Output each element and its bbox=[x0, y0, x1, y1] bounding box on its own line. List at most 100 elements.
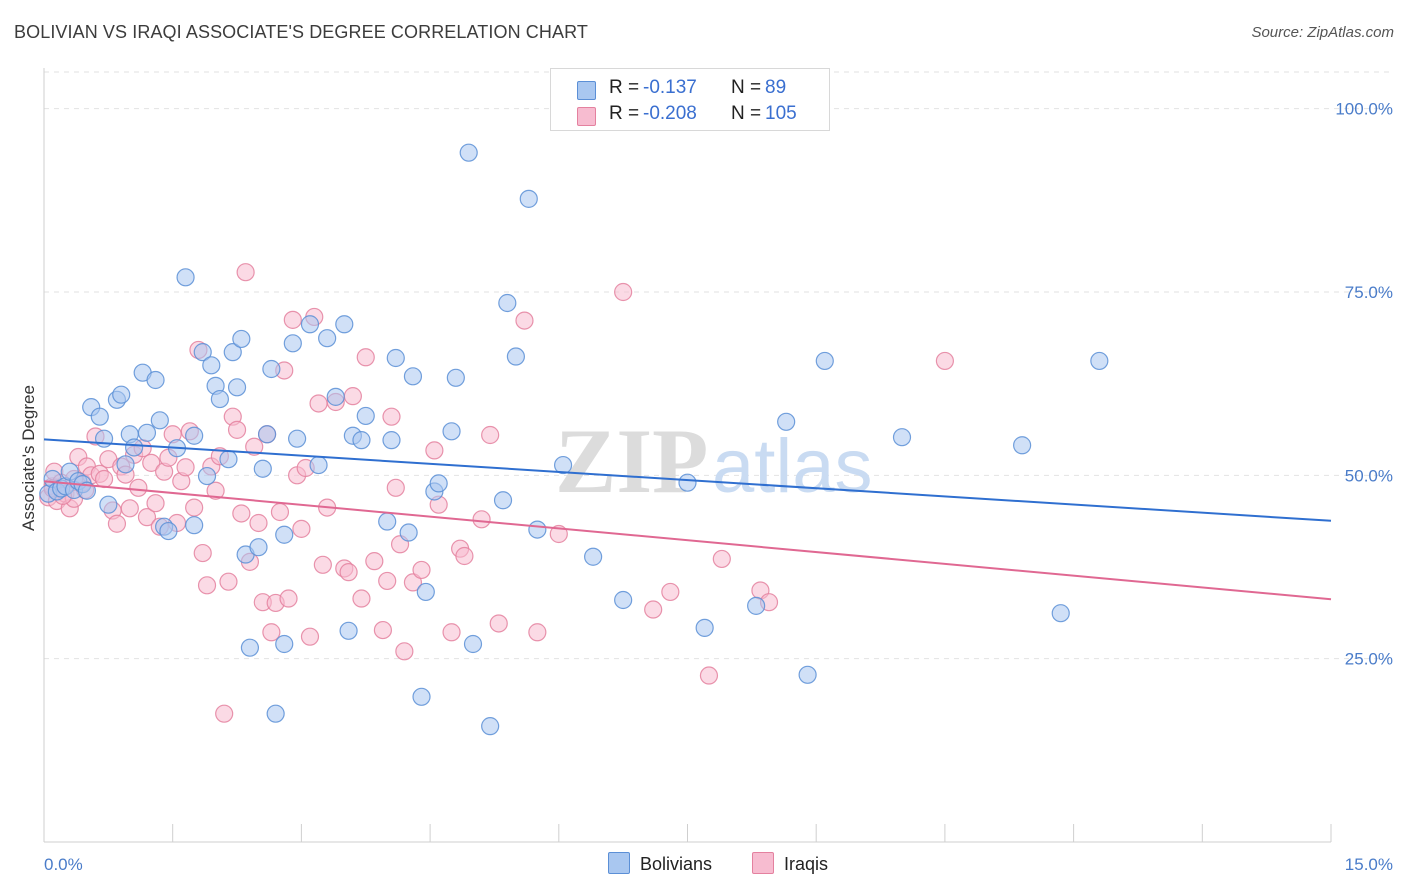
data-point-bolivian bbox=[283, 334, 302, 353]
data-point-iraqi bbox=[481, 425, 500, 445]
data-point-iraqi bbox=[528, 623, 547, 642]
data-point-iraqi bbox=[455, 546, 474, 566]
data-point-iraqi bbox=[412, 560, 431, 580]
data-point-bolivian bbox=[232, 329, 251, 349]
y-tick-label: 75.0% bbox=[1345, 283, 1393, 302]
data-point-iraqi bbox=[425, 441, 444, 460]
x-tick-label: 15.0% bbox=[1345, 855, 1393, 874]
legend-n-value: 105 bbox=[765, 103, 797, 124]
data-point-iraqi bbox=[206, 481, 225, 500]
data-point-iraqi bbox=[129, 478, 148, 497]
legend-swatch-iraqis bbox=[577, 107, 596, 126]
data-point-iraqi bbox=[94, 469, 114, 489]
source-credit: Source: ZipAtlas.com bbox=[1251, 24, 1394, 41]
data-point-iraqi bbox=[197, 576, 217, 595]
data-point-bolivian bbox=[403, 367, 423, 386]
data-point-iraqi bbox=[137, 508, 157, 527]
y-tick-labels: 25.0% 50.0% 75.0% 100.0% bbox=[1335, 100, 1393, 669]
correlation-legend: R = -0.137 N = 89 R = -0.208 N = 105 bbox=[550, 68, 830, 131]
legend-n-label: N = bbox=[731, 77, 762, 98]
data-point-iraqi bbox=[283, 310, 302, 329]
data-point-bolivian bbox=[339, 621, 358, 640]
y-tick-label: 100.0% bbox=[1335, 100, 1393, 119]
data-point-bolivian bbox=[150, 411, 169, 430]
data-point-bolivian bbox=[678, 473, 697, 492]
data-point-bolivian bbox=[223, 343, 242, 362]
axes bbox=[43, 68, 1332, 843]
data-point-iraqi bbox=[236, 263, 255, 282]
x-tick-label: 0.0% bbox=[44, 855, 83, 874]
data-point-bolivian bbox=[528, 520, 547, 539]
legend-swatch-bolivians bbox=[577, 81, 596, 100]
y-tick-label: 50.0% bbox=[1345, 466, 1393, 485]
data-point-iraqi bbox=[614, 282, 633, 302]
bottom-legend-swatch-iraqis bbox=[752, 852, 774, 874]
data-point-iraqi bbox=[712, 549, 731, 569]
data-point-bolivian bbox=[202, 356, 221, 375]
data-point-bolivian bbox=[193, 343, 212, 362]
data-point-bolivian bbox=[506, 347, 526, 366]
data-point-iraqi bbox=[245, 437, 264, 456]
data-point-bolivian bbox=[614, 590, 633, 610]
bottom-legend-swatch-bolivians bbox=[608, 852, 630, 874]
bottom-legend-bolivians[interactable]: Bolivians bbox=[608, 852, 712, 875]
data-point-bolivian bbox=[326, 387, 345, 406]
data-point-bolivian bbox=[463, 634, 483, 654]
data-point-bolivian bbox=[116, 455, 135, 474]
data-point-iraqi bbox=[661, 582, 680, 602]
data-point-bolivian bbox=[747, 596, 766, 615]
data-point-iraqi bbox=[107, 514, 127, 533]
data-point-bolivian bbox=[356, 406, 375, 426]
data-point-bolivian bbox=[318, 329, 337, 348]
data-point-bolivian bbox=[382, 431, 401, 450]
data-point-bolivian bbox=[892, 428, 912, 447]
data-point-bolivian bbox=[429, 474, 448, 493]
data-point-bolivian bbox=[185, 426, 204, 445]
data-point-iraqi bbox=[343, 387, 362, 406]
data-point-iraqi bbox=[300, 627, 320, 646]
data-point-bolivian bbox=[90, 407, 109, 426]
data-point-iraqi bbox=[442, 623, 461, 642]
data-point-bolivian bbox=[137, 423, 157, 442]
watermark: ZIP atlas bbox=[555, 410, 873, 512]
data-point-iraqi bbox=[352, 589, 371, 608]
data-point-iraqi bbox=[262, 623, 281, 642]
bottom-legend-label: Bolivians bbox=[640, 854, 713, 874]
data-point-bolivian bbox=[446, 368, 465, 387]
data-point-bolivian bbox=[378, 512, 397, 531]
data-point-bolivian bbox=[1013, 436, 1032, 455]
legend-n-value: 89 bbox=[765, 77, 787, 98]
data-point-iraqi bbox=[515, 311, 534, 330]
data-point-bolivian bbox=[124, 438, 144, 457]
data-point-iraqi bbox=[249, 513, 268, 533]
data-point-bolivian bbox=[176, 268, 195, 287]
data-point-bolivian bbox=[275, 634, 294, 654]
data-point-bolivian bbox=[146, 370, 165, 390]
legend-n-label: N = bbox=[731, 103, 762, 124]
data-point-bolivian bbox=[493, 491, 513, 510]
data-point-iraqi bbox=[185, 498, 204, 517]
y-axis-label: Associate's Degree bbox=[19, 385, 38, 531]
watermark-zip: ZIP bbox=[555, 410, 708, 512]
bottom-legend-iraqis[interactable]: Iraqis bbox=[752, 852, 828, 875]
data-point-bolivian bbox=[584, 547, 603, 566]
data-point-iraqi bbox=[313, 555, 332, 574]
data-point-bolivian bbox=[99, 495, 118, 514]
data-point-iraqi bbox=[378, 571, 397, 591]
data-point-iraqi bbox=[339, 563, 358, 582]
trend-line-iraqis bbox=[43, 480, 1332, 601]
data-point-iraqi bbox=[373, 620, 393, 640]
data-point-bolivian bbox=[519, 189, 538, 208]
legend-r-value: -0.208 bbox=[643, 103, 697, 124]
data-point-bolivian bbox=[219, 450, 238, 469]
data-point-bolivian bbox=[275, 525, 294, 544]
data-point-bolivian bbox=[1051, 604, 1070, 623]
chart-title: BOLIVIAN VS IRAQI ASSOCIATE'S DEGREE COR… bbox=[14, 22, 588, 42]
data-point-bolivian bbox=[815, 351, 834, 371]
data-point-iraqi bbox=[176, 458, 195, 477]
data-point-iraqi bbox=[403, 573, 423, 592]
legend-r-label: R = bbox=[609, 77, 640, 98]
grid-lines bbox=[44, 71, 1392, 660]
data-point-bolivian bbox=[335, 315, 354, 334]
data-point-bolivian bbox=[112, 385, 131, 404]
